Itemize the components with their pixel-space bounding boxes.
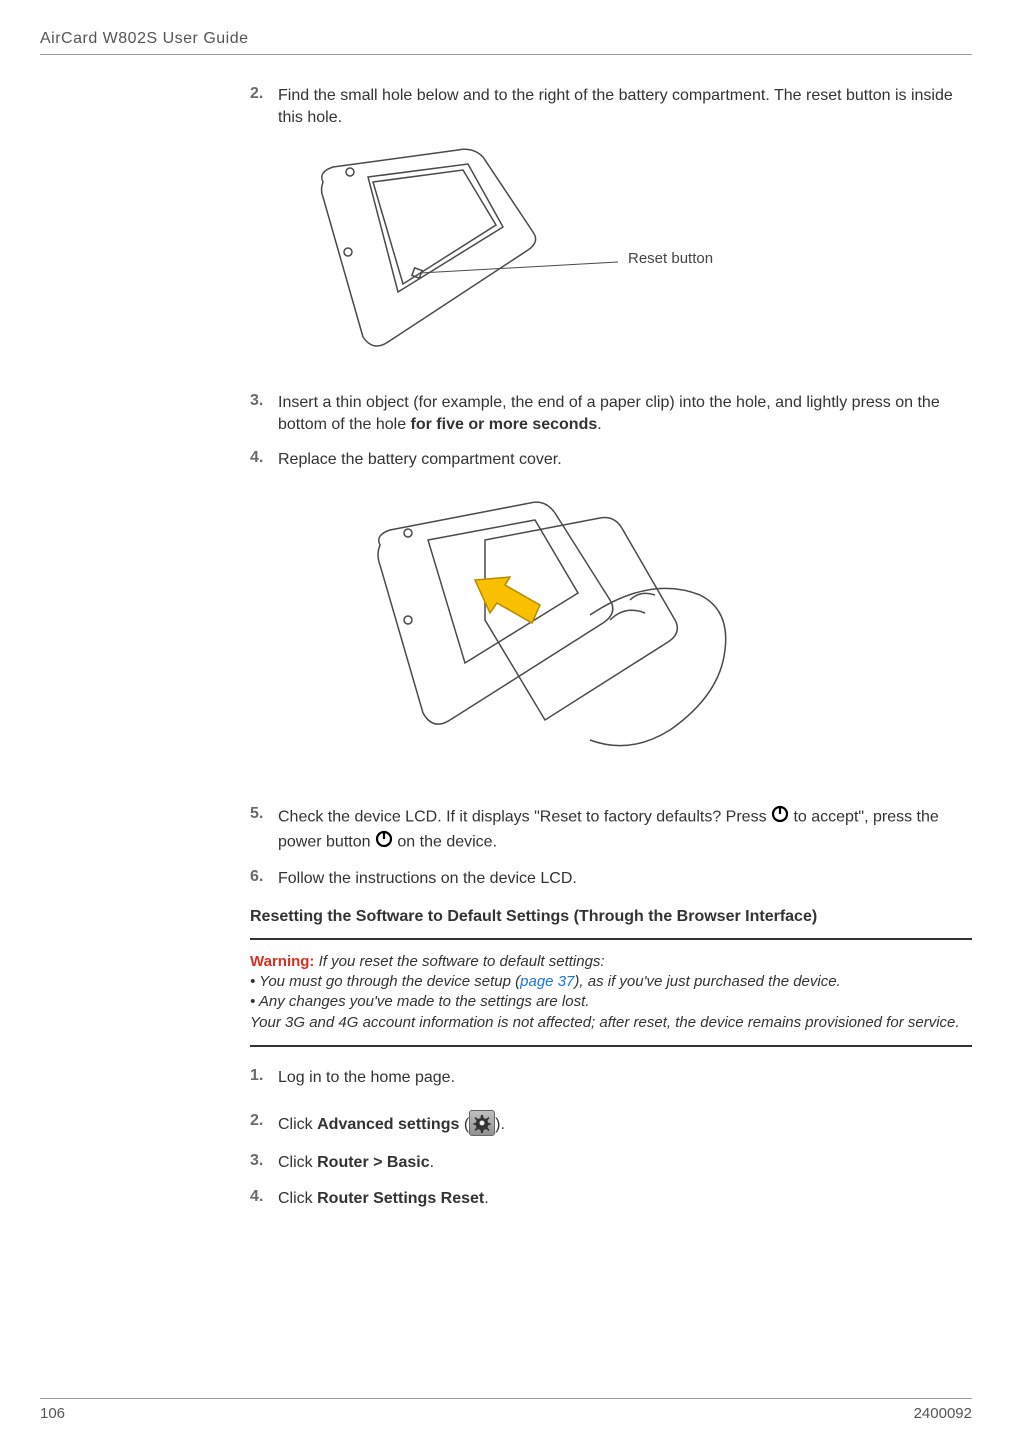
warning-bullet-1: You must go through the device setup (pa… bbox=[250, 973, 841, 990]
step-c1: 1. Log in to the home page. bbox=[250, 1067, 972, 1089]
step-num: 5. bbox=[250, 805, 278, 854]
footer: 106 2400092 bbox=[40, 1398, 972, 1422]
warning-bullet-2: Any changes you've made to the settings … bbox=[250, 993, 589, 1010]
bullet1-pre: You must go through the device setup ( bbox=[259, 973, 520, 990]
power-icon bbox=[771, 805, 789, 830]
step-text-span: . bbox=[597, 416, 601, 433]
page-number: 106 bbox=[40, 1405, 65, 1422]
header-title: AirCard W802S User Guide bbox=[40, 30, 972, 48]
step-text-span: on the device. bbox=[393, 833, 497, 850]
step-num: 1. bbox=[250, 1067, 278, 1089]
step-num: 3. bbox=[250, 1152, 278, 1174]
step-text-span: Click bbox=[278, 1117, 317, 1134]
step-text: Log in to the home page. bbox=[278, 1067, 455, 1089]
step-text-span: . bbox=[430, 1154, 434, 1171]
subheading: Resetting the Software to Default Settin… bbox=[250, 908, 972, 926]
power-icon bbox=[375, 830, 393, 855]
step-num: 2. bbox=[250, 1112, 278, 1138]
figure-battery-cover bbox=[330, 485, 972, 785]
bullet1-post: ), as if you've just purchased the devic… bbox=[574, 973, 840, 990]
warning-intro: If you reset the software to default set… bbox=[314, 953, 604, 970]
step-text-span: Replace the battery compartment cover. bbox=[278, 451, 562, 468]
step-c3: 3. Click Router > Basic. bbox=[250, 1152, 972, 1174]
header-rule bbox=[40, 54, 972, 55]
step-c2: 2. Click Advanced settings (). bbox=[250, 1112, 972, 1138]
figure-label-reset: Reset button bbox=[628, 250, 713, 267]
step-text-span: . bbox=[484, 1190, 488, 1207]
figure-reset-button: Reset button bbox=[278, 142, 972, 372]
step-5: 5. Check the device LCD. If it displays … bbox=[250, 805, 972, 854]
device-cover-svg bbox=[330, 485, 750, 785]
warning-block: Warning: If you reset the software to de… bbox=[250, 938, 972, 1047]
step-2: 2. Find the small hole below and to the … bbox=[250, 85, 972, 128]
step-text: Check the device LCD. If it displays "Re… bbox=[278, 805, 972, 854]
step-text-span: Check the device LCD. If it displays "Re… bbox=[278, 809, 771, 826]
step-num: 4. bbox=[250, 1188, 278, 1210]
step-3: 3. Insert a thin object (for example, th… bbox=[250, 392, 972, 435]
step-text: Follow the instructions on the device LC… bbox=[278, 868, 577, 890]
footer-rule bbox=[40, 1398, 972, 1399]
step-c4: 4. Click Router Settings Reset. bbox=[250, 1188, 972, 1210]
step-text-bold: Advanced settings bbox=[317, 1117, 459, 1134]
step-text: Find the small hole below and to the rig… bbox=[278, 85, 972, 128]
step-text-span: Follow the instructions on the device LC… bbox=[278, 870, 577, 887]
step-text-span: ( bbox=[459, 1117, 469, 1134]
step-num: 6. bbox=[250, 868, 278, 890]
step-4: 4. Replace the battery compartment cover… bbox=[250, 449, 972, 471]
page-root: AirCard W802S User Guide 2. Find the sma… bbox=[0, 0, 1012, 1442]
warning-label: Warning: bbox=[250, 953, 314, 970]
warning-tail: Your 3G and 4G account information is no… bbox=[250, 1014, 960, 1031]
step-text: Click Advanced settings (). bbox=[278, 1112, 505, 1138]
step-text: Replace the battery compartment cover. bbox=[278, 449, 562, 471]
step-text-bold: Router > Basic bbox=[317, 1154, 429, 1171]
step-text-span: Log in to the home page. bbox=[278, 1069, 455, 1086]
step-text-bold: Router Settings Reset bbox=[317, 1190, 484, 1207]
step-text-span: Insert a thin object (for example, the e… bbox=[278, 394, 940, 433]
step-text: Insert a thin object (for example, the e… bbox=[278, 392, 972, 435]
step-text: Click Router Settings Reset. bbox=[278, 1188, 489, 1210]
doc-number: 2400092 bbox=[914, 1405, 972, 1422]
step-num: 2. bbox=[250, 85, 278, 128]
step-text: Click Router > Basic. bbox=[278, 1152, 434, 1174]
content-area: 2. Find the small hole below and to the … bbox=[250, 85, 972, 1210]
spacer bbox=[250, 1102, 972, 1112]
page-link[interactable]: page 37 bbox=[520, 973, 574, 990]
step-num: 4. bbox=[250, 449, 278, 471]
step-text-span: ). bbox=[495, 1117, 505, 1134]
step-6: 6. Follow the instructions on the device… bbox=[250, 868, 972, 890]
step-text-span: Click bbox=[278, 1190, 317, 1207]
gear-icon bbox=[469, 1110, 495, 1136]
footer-row: 106 2400092 bbox=[40, 1405, 972, 1422]
step-num: 3. bbox=[250, 392, 278, 435]
step-text-span: Click bbox=[278, 1154, 317, 1171]
step-text-bold: for five or more seconds bbox=[411, 416, 598, 433]
step-text-span: Find the small hole below and to the rig… bbox=[278, 87, 953, 126]
